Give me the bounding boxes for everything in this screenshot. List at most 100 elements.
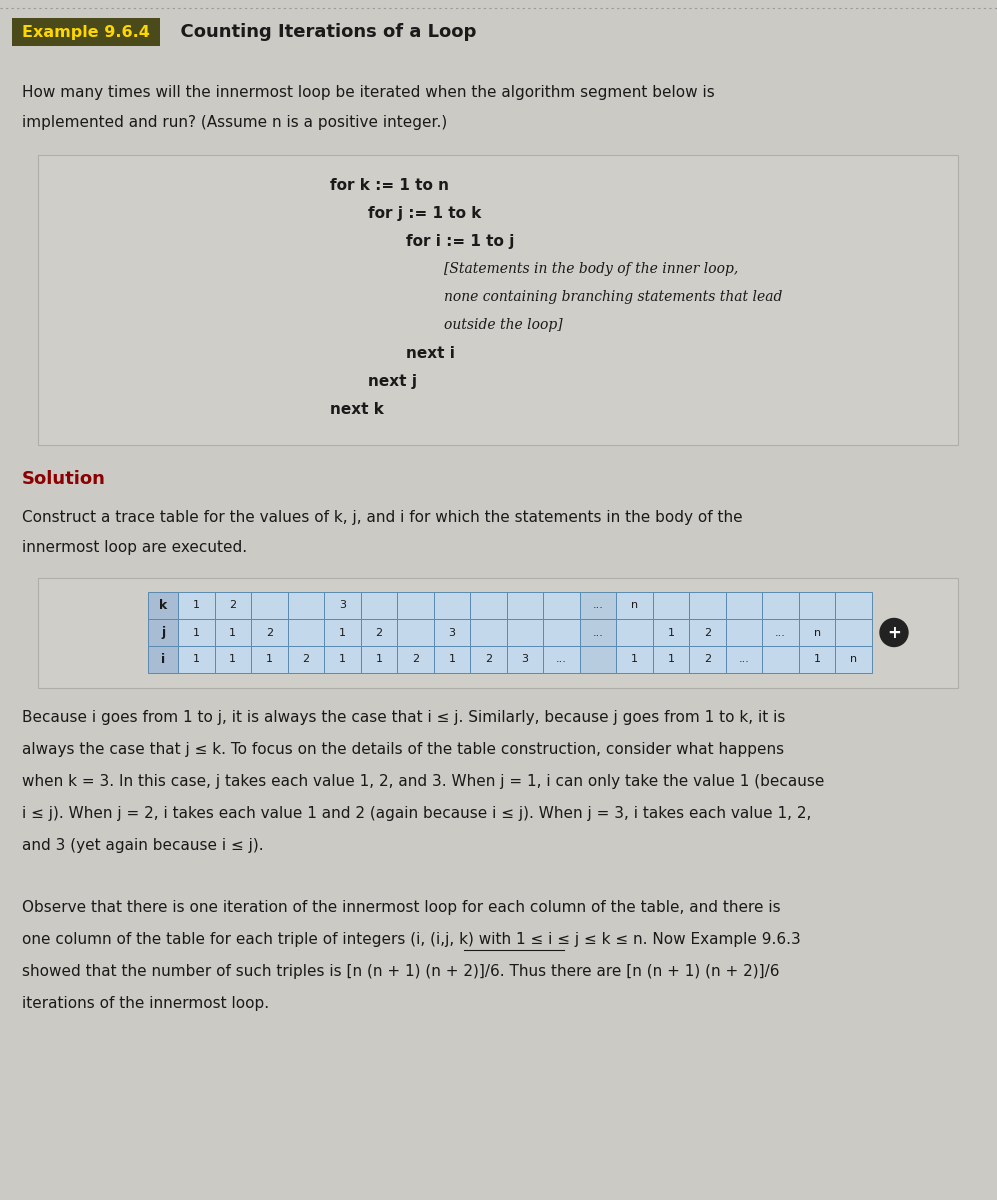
- FancyBboxPatch shape: [178, 592, 214, 619]
- Text: next i: next i: [406, 346, 455, 361]
- FancyBboxPatch shape: [251, 646, 287, 673]
- FancyBboxPatch shape: [178, 619, 214, 646]
- FancyBboxPatch shape: [580, 646, 616, 673]
- FancyBboxPatch shape: [434, 646, 471, 673]
- Text: 1: 1: [192, 654, 199, 665]
- FancyBboxPatch shape: [726, 592, 763, 619]
- Text: and 3 (yet again because i ≤ j).: and 3 (yet again because i ≤ j).: [22, 838, 263, 853]
- FancyBboxPatch shape: [324, 592, 361, 619]
- FancyBboxPatch shape: [287, 592, 324, 619]
- Text: 1: 1: [814, 654, 821, 665]
- FancyBboxPatch shape: [799, 646, 835, 673]
- FancyBboxPatch shape: [506, 592, 543, 619]
- FancyBboxPatch shape: [835, 619, 872, 646]
- Text: 1: 1: [376, 654, 383, 665]
- FancyBboxPatch shape: [616, 619, 653, 646]
- FancyBboxPatch shape: [726, 619, 763, 646]
- Text: Observe that there is one iteration of the innermost loop for each column of the: Observe that there is one iteration of t…: [22, 900, 781, 914]
- Text: 1: 1: [266, 654, 273, 665]
- FancyBboxPatch shape: [799, 619, 835, 646]
- Text: n: n: [631, 600, 638, 611]
- FancyBboxPatch shape: [397, 592, 434, 619]
- FancyBboxPatch shape: [397, 646, 434, 673]
- FancyBboxPatch shape: [148, 592, 178, 619]
- Text: always the case that j ≤ k. To focus on the details of the table construction, c: always the case that j ≤ k. To focus on …: [22, 742, 784, 757]
- FancyBboxPatch shape: [471, 646, 506, 673]
- Text: 2: 2: [375, 628, 383, 637]
- FancyBboxPatch shape: [543, 646, 580, 673]
- FancyBboxPatch shape: [361, 646, 397, 673]
- FancyBboxPatch shape: [506, 619, 543, 646]
- Text: for i := 1 to j: for i := 1 to j: [406, 234, 514, 248]
- Text: 2: 2: [229, 600, 236, 611]
- FancyBboxPatch shape: [580, 592, 616, 619]
- Text: 3: 3: [449, 628, 456, 637]
- FancyBboxPatch shape: [397, 619, 434, 646]
- Text: 3: 3: [339, 600, 346, 611]
- FancyBboxPatch shape: [324, 646, 361, 673]
- Text: [Statements in the body of the inner loop,: [Statements in the body of the inner loo…: [444, 262, 738, 276]
- Text: Counting Iterations of a Loop: Counting Iterations of a Loop: [168, 23, 477, 41]
- Text: showed that the number of such triples is [n (n + 1) (n + 2)]/6. Thus there are : showed that the number of such triples i…: [22, 964, 780, 979]
- FancyBboxPatch shape: [689, 619, 726, 646]
- Text: 2: 2: [412, 654, 419, 665]
- Text: next k: next k: [330, 402, 384, 416]
- Text: iterations of the innermost loop.: iterations of the innermost loop.: [22, 996, 269, 1010]
- Text: outside the loop]: outside the loop]: [444, 318, 562, 332]
- Text: 1: 1: [668, 654, 675, 665]
- Text: for j := 1 to k: for j := 1 to k: [368, 206, 482, 221]
- FancyBboxPatch shape: [835, 646, 872, 673]
- Text: ...: ...: [592, 600, 603, 611]
- Text: 3: 3: [521, 654, 528, 665]
- Text: 2: 2: [302, 654, 309, 665]
- FancyBboxPatch shape: [799, 592, 835, 619]
- Text: Example 9.6.4: Example 9.6.4: [22, 24, 150, 40]
- FancyBboxPatch shape: [361, 619, 397, 646]
- FancyBboxPatch shape: [287, 646, 324, 673]
- Text: ...: ...: [592, 628, 603, 637]
- Text: 1: 1: [229, 654, 236, 665]
- Text: i ≤ j). When j = 2, i takes each value 1 and 2 (again because i ≤ j). When j = 3: i ≤ j). When j = 2, i takes each value 1…: [22, 806, 812, 821]
- Text: innermost loop are executed.: innermost loop are executed.: [22, 540, 247, 554]
- Text: 1: 1: [668, 628, 675, 637]
- FancyBboxPatch shape: [653, 619, 689, 646]
- FancyBboxPatch shape: [835, 592, 872, 619]
- Text: ...: ...: [739, 654, 750, 665]
- FancyBboxPatch shape: [12, 18, 160, 46]
- FancyBboxPatch shape: [214, 646, 251, 673]
- Circle shape: [880, 618, 908, 647]
- FancyBboxPatch shape: [543, 619, 580, 646]
- Text: 1: 1: [449, 654, 456, 665]
- Text: 2: 2: [704, 654, 711, 665]
- Text: 1: 1: [339, 654, 346, 665]
- Text: i: i: [161, 653, 166, 666]
- Text: none containing branching statements that lead: none containing branching statements tha…: [444, 290, 783, 304]
- Text: How many times will the innermost loop be iterated when the algorithm segment be: How many times will the innermost loop b…: [22, 85, 715, 100]
- Text: 2: 2: [704, 628, 711, 637]
- FancyBboxPatch shape: [178, 646, 214, 673]
- FancyBboxPatch shape: [361, 592, 397, 619]
- FancyBboxPatch shape: [434, 592, 471, 619]
- FancyBboxPatch shape: [251, 619, 287, 646]
- FancyBboxPatch shape: [653, 592, 689, 619]
- Text: k: k: [159, 599, 167, 612]
- FancyBboxPatch shape: [287, 619, 324, 646]
- Text: 1: 1: [631, 654, 638, 665]
- FancyBboxPatch shape: [616, 592, 653, 619]
- Text: Because i goes from 1 to j, it is always the case that i ≤ j. Similarly, because: Because i goes from 1 to j, it is always…: [22, 710, 786, 725]
- Text: one column of the table for each triple of integers (i, (i,j, k) with 1 ≤ i ≤ j : one column of the table for each triple …: [22, 932, 801, 947]
- FancyBboxPatch shape: [616, 646, 653, 673]
- Text: when k = 3. In this case, j takes each value 1, 2, and 3. When j = 1, i can only: when k = 3. In this case, j takes each v…: [22, 774, 825, 790]
- Text: +: +: [887, 624, 901, 642]
- FancyBboxPatch shape: [763, 646, 799, 673]
- FancyBboxPatch shape: [689, 646, 726, 673]
- FancyBboxPatch shape: [214, 619, 251, 646]
- FancyBboxPatch shape: [148, 646, 178, 673]
- FancyBboxPatch shape: [214, 592, 251, 619]
- Text: next j: next j: [368, 374, 417, 389]
- Text: 1: 1: [192, 628, 199, 637]
- Text: 2: 2: [485, 654, 493, 665]
- FancyBboxPatch shape: [471, 592, 506, 619]
- FancyBboxPatch shape: [434, 619, 471, 646]
- FancyBboxPatch shape: [148, 619, 178, 646]
